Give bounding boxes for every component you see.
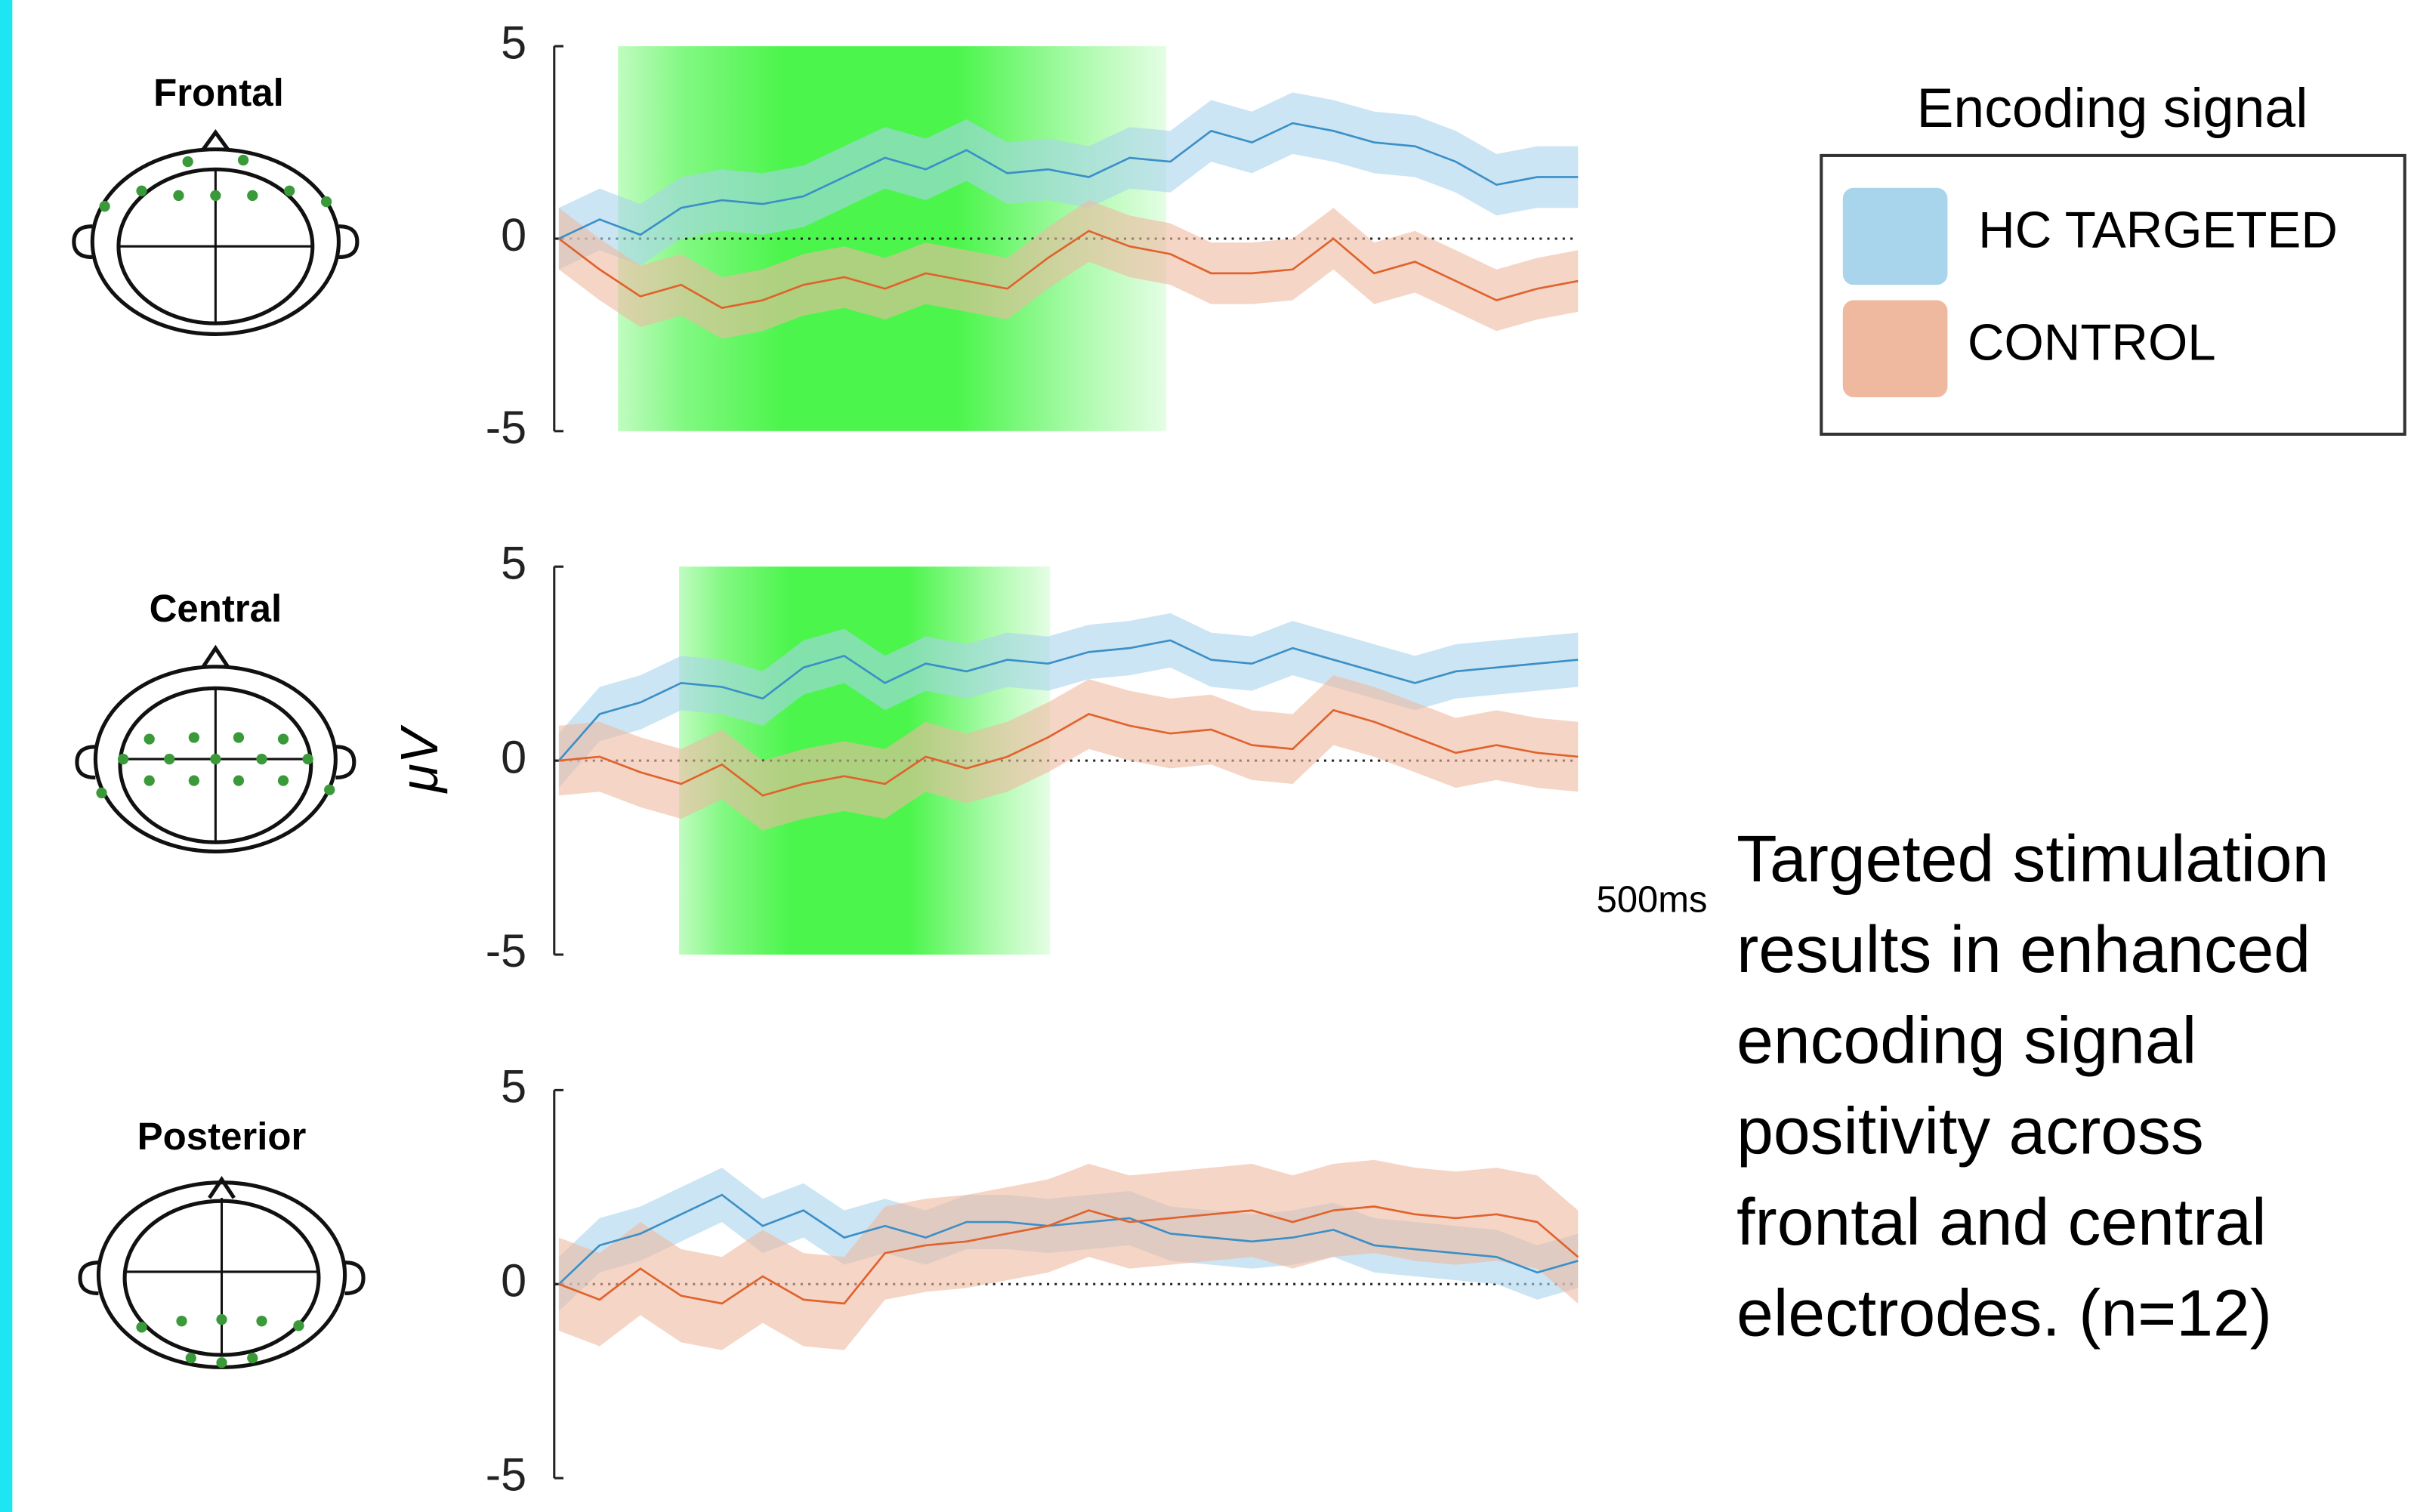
head-posterior xyxy=(78,1176,366,1369)
legend-title: Encoding signal xyxy=(1916,77,2308,139)
panel-title: Posterior xyxy=(137,1115,307,1158)
left-border xyxy=(0,0,13,1512)
series-line xyxy=(558,1205,1579,1305)
caption-line: Targeted stimulation xyxy=(1736,822,2329,896)
y-axis-label: μV xyxy=(390,724,449,794)
head-central xyxy=(75,644,357,853)
legend: HC TARGETED CONTROL xyxy=(1842,187,2338,397)
annotation: 500ms xyxy=(1597,880,1708,921)
caption-line: results in enhanced xyxy=(1736,912,2311,986)
caption-line: frontal and central xyxy=(1736,1185,2266,1259)
panel: Central 5 0 -5 μV 500ms xyxy=(150,537,1708,977)
y-tick-label: 5 xyxy=(501,1061,526,1112)
error-band xyxy=(558,200,1579,339)
y-tick-label: 5 xyxy=(501,537,526,588)
y-tick-label: 0 xyxy=(501,1254,526,1306)
error-band xyxy=(558,92,1579,270)
series-line xyxy=(557,1193,1579,1285)
legend-swatch xyxy=(1842,300,1948,397)
legend-label: CONTROL xyxy=(1968,314,2216,371)
error-band xyxy=(558,675,1579,831)
y-tick-label: 0 xyxy=(501,731,526,782)
y-tick-label: -5 xyxy=(486,402,526,453)
panel-title: Central xyxy=(150,587,282,630)
series-line xyxy=(558,122,1579,240)
y-tick-label: 0 xyxy=(501,209,526,261)
panel: Frontal 5 0 -5 xyxy=(153,17,1579,453)
y-tick-label: 5 xyxy=(501,17,526,68)
error-band xyxy=(558,1159,1579,1350)
caption-line: positivity across xyxy=(1736,1094,2203,1168)
head-frontal xyxy=(72,128,360,336)
y-tick-label: -5 xyxy=(486,1449,526,1500)
series-line xyxy=(558,708,1579,797)
caption-line: electrodes. (n=12) xyxy=(1736,1276,2272,1350)
caption-line: encoding signal xyxy=(1736,1003,2196,1077)
series-line xyxy=(557,639,1579,761)
legend-label: HC TARGETED xyxy=(1978,202,2338,259)
caption: Targeted stimulation results in enhanced e… xyxy=(1736,822,2329,1350)
legend-swatch xyxy=(1842,187,1948,285)
series-line xyxy=(558,230,1579,310)
legend-box xyxy=(1820,153,2406,436)
panel: Posterior 5 0 -5 xyxy=(137,1061,1579,1500)
y-tick-label: -5 xyxy=(486,925,526,977)
panel-title: Frontal xyxy=(153,71,284,114)
